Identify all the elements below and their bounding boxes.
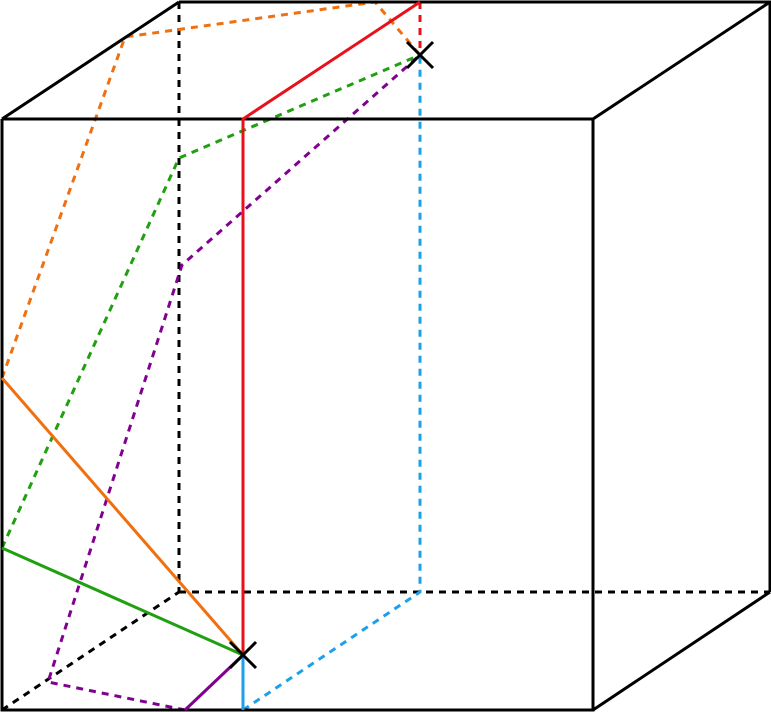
green-path — [1, 546, 244, 657]
blue-hidden-path — [242, 55, 422, 712]
edge — [592, 0, 771, 121]
front-face — [0, 117, 595, 712]
marker-top — [405, 40, 435, 70]
marker-stroke — [405, 40, 435, 70]
marker-stroke — [228, 640, 258, 670]
edge — [1, 0, 180, 121]
back-edges — [179, 0, 771, 592]
red-path — [241, 0, 421, 655]
edge — [592, 590, 771, 712]
green-hidden-path — [0, 53, 421, 549]
purple-hidden-path — [46, 53, 421, 712]
marker-bottom — [228, 640, 258, 670]
orange-hidden-path — [0, 0, 422, 379]
orange-path — [0, 377, 245, 656]
edge — [1, 590, 180, 712]
